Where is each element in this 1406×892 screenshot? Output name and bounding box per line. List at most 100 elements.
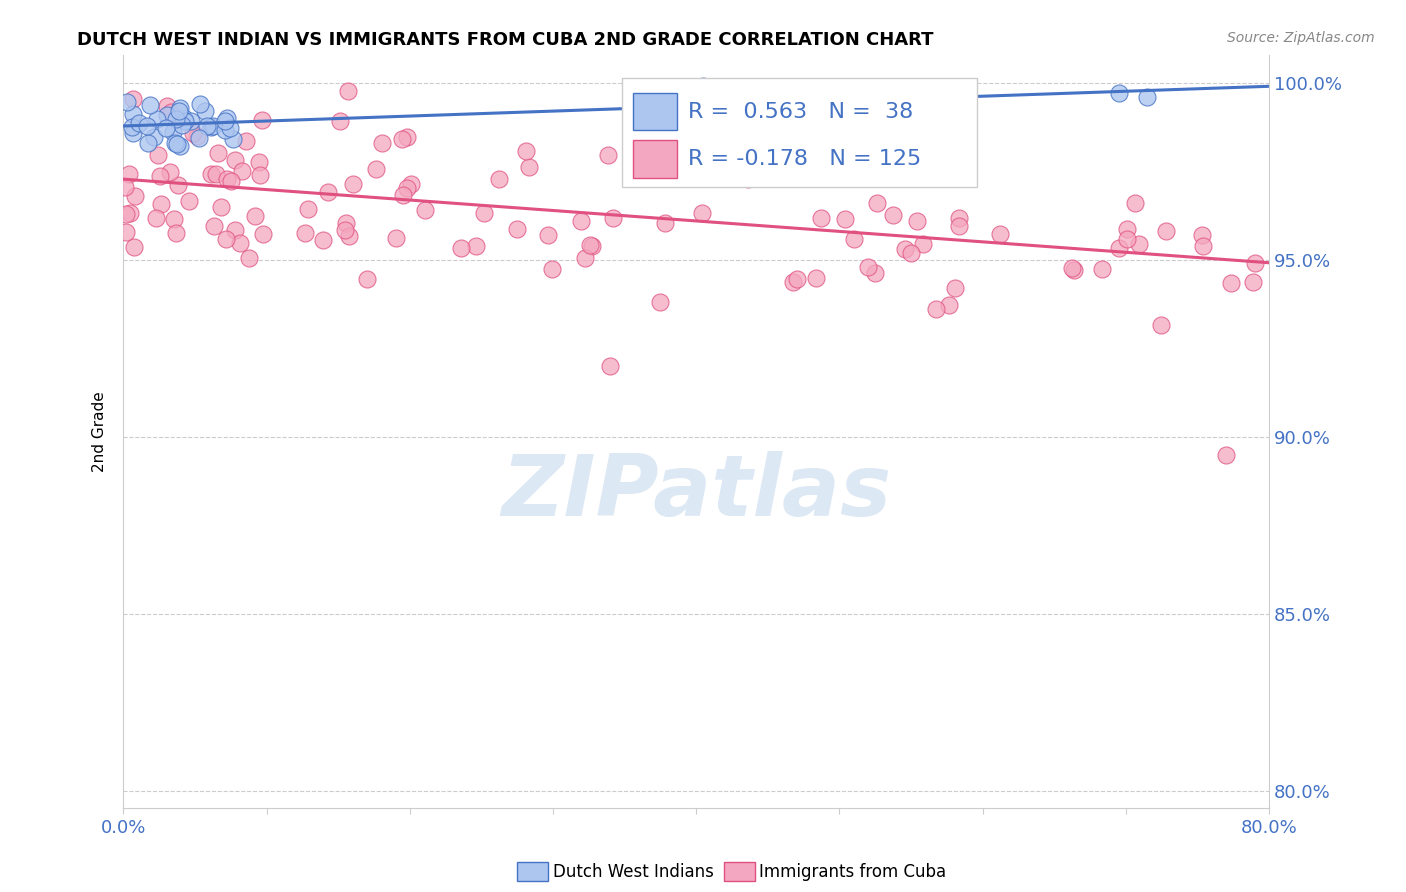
Point bbox=[229, 236, 252, 251]
Point bbox=[472, 206, 495, 220]
Point bbox=[569, 214, 592, 228]
Point bbox=[391, 188, 413, 202]
Point bbox=[1243, 255, 1265, 269]
Point bbox=[173, 111, 195, 125]
Point bbox=[1136, 90, 1159, 104]
Point bbox=[124, 189, 146, 203]
Point bbox=[114, 179, 136, 194]
Point bbox=[121, 126, 143, 140]
Point bbox=[596, 148, 619, 162]
Point bbox=[948, 211, 970, 226]
Text: Source: ZipAtlas.com: Source: ZipAtlas.com bbox=[1227, 31, 1375, 45]
Point bbox=[294, 226, 316, 240]
Point bbox=[156, 99, 179, 113]
Point bbox=[115, 207, 138, 221]
Point bbox=[297, 202, 319, 216]
Point bbox=[316, 185, 339, 199]
Point bbox=[235, 134, 257, 148]
Point bbox=[690, 206, 713, 220]
Point bbox=[200, 120, 222, 134]
Point bbox=[988, 227, 1011, 242]
Point bbox=[1115, 232, 1137, 246]
Point bbox=[925, 170, 948, 185]
Point bbox=[238, 251, 260, 265]
Point bbox=[924, 148, 946, 162]
Point bbox=[162, 125, 184, 139]
Point bbox=[214, 114, 236, 128]
Point bbox=[356, 272, 378, 286]
Point bbox=[925, 302, 948, 317]
Point bbox=[1241, 275, 1264, 289]
Point bbox=[231, 163, 253, 178]
Point bbox=[786, 271, 808, 285]
Point bbox=[150, 197, 173, 211]
Point bbox=[506, 221, 529, 235]
Point bbox=[938, 298, 960, 312]
Point bbox=[1108, 86, 1130, 100]
Point bbox=[252, 227, 274, 241]
Point bbox=[536, 227, 558, 242]
Point bbox=[339, 229, 361, 244]
Point bbox=[204, 167, 226, 181]
Point bbox=[186, 129, 208, 144]
Point bbox=[217, 171, 239, 186]
Point bbox=[342, 177, 364, 191]
Point bbox=[329, 114, 352, 128]
Point bbox=[1154, 224, 1177, 238]
Point bbox=[177, 194, 200, 208]
Point bbox=[249, 168, 271, 182]
Point bbox=[943, 281, 966, 295]
Point bbox=[574, 252, 596, 266]
Point bbox=[1108, 242, 1130, 256]
Point bbox=[122, 240, 145, 254]
Text: DUTCH WEST INDIAN VS IMMIGRANTS FROM CUBA 2ND GRADE CORRELATION CHART: DUTCH WEST INDIAN VS IMMIGRANTS FROM CUB… bbox=[77, 31, 934, 49]
Point bbox=[115, 225, 138, 239]
Text: ZIPatlas: ZIPatlas bbox=[501, 450, 891, 533]
Point bbox=[697, 121, 720, 136]
Point bbox=[224, 223, 246, 237]
Point bbox=[247, 154, 270, 169]
Point bbox=[159, 105, 181, 120]
Point bbox=[1091, 262, 1114, 277]
Point bbox=[335, 216, 357, 230]
Point bbox=[149, 169, 172, 183]
Point bbox=[842, 232, 865, 246]
Point bbox=[333, 223, 356, 237]
Point bbox=[804, 271, 827, 285]
Point bbox=[905, 214, 928, 228]
Point bbox=[401, 178, 423, 192]
Point bbox=[169, 138, 191, 153]
Point bbox=[396, 181, 419, 195]
Point bbox=[243, 209, 266, 223]
Point bbox=[385, 231, 408, 245]
Point bbox=[820, 145, 842, 159]
Point bbox=[782, 275, 804, 289]
Point bbox=[117, 95, 139, 109]
Point bbox=[1215, 448, 1237, 462]
Point bbox=[737, 172, 759, 186]
Point bbox=[858, 260, 880, 275]
Point bbox=[900, 246, 922, 260]
Point bbox=[371, 136, 394, 150]
Point bbox=[645, 146, 668, 161]
Point bbox=[197, 119, 219, 133]
Text: Dutch West Indians: Dutch West Indians bbox=[553, 863, 713, 881]
Point bbox=[122, 107, 145, 121]
Point bbox=[136, 119, 159, 133]
Point bbox=[1191, 239, 1213, 253]
Point bbox=[599, 359, 621, 374]
Bar bbox=[633, 140, 676, 178]
FancyBboxPatch shape bbox=[621, 78, 977, 187]
Text: Immigrants from Cuba: Immigrants from Cuba bbox=[759, 863, 946, 881]
Point bbox=[541, 261, 564, 276]
Point bbox=[648, 294, 671, 309]
Point bbox=[143, 130, 166, 145]
Point bbox=[834, 212, 856, 227]
Point bbox=[139, 97, 162, 112]
Point bbox=[779, 164, 801, 178]
Point bbox=[202, 219, 225, 233]
Point bbox=[664, 168, 686, 182]
Point bbox=[692, 79, 714, 94]
Point bbox=[312, 234, 335, 248]
Point bbox=[188, 97, 211, 112]
